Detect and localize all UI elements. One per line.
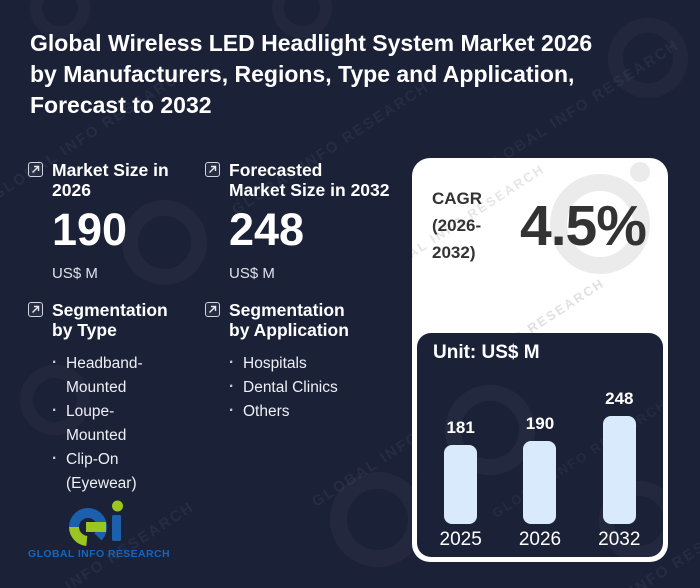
stat-unit: US$ M bbox=[229, 265, 275, 282]
segmentation-by-type: Segmentation by Type Headband-Mounted Lo… bbox=[28, 300, 193, 496]
bar-year-label: 2026 bbox=[518, 529, 562, 550]
segmentation-label: Segmentation by Application bbox=[229, 300, 349, 340]
list-item: Headband-Mounted bbox=[52, 351, 144, 400]
stat-value: 190 bbox=[52, 204, 128, 255]
watermark-logo-dot bbox=[630, 162, 650, 182]
segmentation-by-application: Segmentation by Application Hospitals De… bbox=[205, 300, 400, 424]
segmentation-application-list: Hospitals Dental Clinics Others bbox=[229, 351, 400, 424]
trend-arrow-icon bbox=[28, 302, 43, 317]
global-info-research-logo: GLOBAL INFO RESEARCH bbox=[24, 500, 174, 560]
list-item: Hospitals bbox=[229, 351, 371, 376]
segmentation-header: Segmentation by Application bbox=[205, 300, 400, 340]
chart-unit-label: Unit: US$ M bbox=[433, 342, 540, 363]
cagr-card: GLOBAL INFO RESEARCH GLOBAL INFO RESEARC… bbox=[412, 158, 668, 562]
stat-label-line: Market Size in bbox=[52, 160, 169, 180]
stat-value: 248 bbox=[229, 204, 305, 255]
cagr-row: CAGR (2026-2032) 4.5% bbox=[432, 185, 660, 266]
bar-chart-panel: GLOBAL INFO RESEARCH Unit: US$ M 181 202… bbox=[417, 333, 663, 557]
cagr-value: 4.5% bbox=[520, 193, 647, 258]
segmentation-label-line: Segmentation bbox=[229, 300, 345, 320]
bar-year-label: 2025 bbox=[439, 529, 482, 550]
segmentation-label-line: Segmentation bbox=[52, 300, 168, 320]
stat-forecast-size-2032: Forecasted Market Size in 2032 248 US$ M bbox=[205, 160, 405, 282]
stat-header: Forecasted Market Size in 2032 bbox=[205, 160, 405, 200]
segmentation-type-list: Headband-Mounted Loupe-Mounted Clip-On (… bbox=[52, 351, 193, 496]
segmentation-label: Segmentation by Type bbox=[52, 300, 168, 340]
stat-label-line: Market Size in 2032 bbox=[229, 180, 390, 200]
stat-label-line: 2026 bbox=[52, 180, 91, 200]
bar-value-label: 248 bbox=[605, 389, 634, 408]
list-item: Others bbox=[229, 399, 371, 424]
bar-column: 181 2025 bbox=[440, 418, 482, 551]
title-line: Global Wireless LED Headlight System Mar… bbox=[30, 30, 593, 56]
stat-header: Market Size in 2026 bbox=[28, 160, 188, 200]
bar-year-label: 2032 bbox=[598, 529, 641, 550]
watermark-logo-ring bbox=[330, 472, 425, 567]
title-line: Forecast to 2032 bbox=[30, 92, 212, 118]
trend-arrow-icon bbox=[205, 162, 220, 177]
list-item: Dental Clinics bbox=[229, 375, 371, 400]
bar-2025 bbox=[444, 445, 478, 524]
bar-2026 bbox=[523, 441, 557, 524]
cagr-label: CAGR (2026-2032) bbox=[432, 189, 483, 262]
logo-text: GLOBAL INFO RESEARCH bbox=[28, 548, 170, 560]
list-item: Clip-On (Eyewear) bbox=[52, 447, 144, 496]
list-item: Loupe-Mounted bbox=[52, 399, 144, 448]
stat-unit: US$ M bbox=[52, 265, 98, 282]
trend-arrow-icon bbox=[28, 162, 43, 177]
segmentation-header: Segmentation by Type bbox=[28, 300, 193, 340]
trend-arrow-icon bbox=[205, 302, 220, 317]
stat-label-line: Forecasted bbox=[229, 160, 323, 180]
stat-label: Market Size in 2026 bbox=[52, 160, 169, 200]
bar-value-label: 190 bbox=[525, 414, 555, 433]
bar-value-label: 181 bbox=[446, 418, 475, 437]
title-line: by Manufacturers, Regions, Type and Appl… bbox=[30, 61, 575, 87]
segmentation-label-line: by Application bbox=[229, 320, 349, 340]
bar-2032 bbox=[602, 416, 636, 524]
bar-column: 190 2026 bbox=[519, 414, 561, 551]
bar-column: 248 2032 bbox=[598, 389, 640, 551]
segmentation-label-line: by Type bbox=[52, 320, 117, 340]
gi-logo-icon bbox=[69, 500, 123, 546]
page-title: Global Wireless LED Headlight System Mar… bbox=[30, 28, 680, 121]
stat-market-size-2026: Market Size in 2026 190 US$ M bbox=[28, 160, 188, 282]
bar-chart: 181 2025 190 2026 248 2032 bbox=[421, 389, 659, 551]
stat-label: Forecasted Market Size in 2032 bbox=[229, 160, 390, 200]
